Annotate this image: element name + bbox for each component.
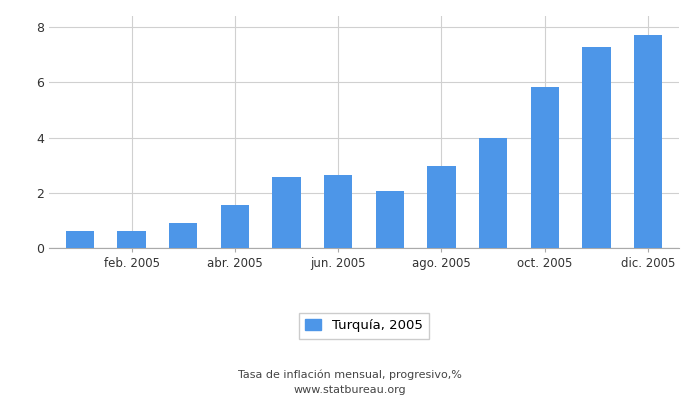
Bar [427,166,456,248]
Bar [376,191,404,248]
Bar [479,138,507,248]
Legend: Turquía, 2005: Turquía, 2005 [299,313,429,339]
Bar [220,205,249,248]
Bar [169,223,197,248]
Text: Tasa de inflación mensual, progresivo,%
www.statbureau.org: Tasa de inflación mensual, progresivo,% … [238,369,462,395]
Bar [531,87,559,248]
Bar [118,231,146,248]
Bar [634,35,662,248]
Bar [324,175,352,248]
Bar [272,177,301,248]
Bar [66,231,94,248]
Bar [582,47,610,248]
